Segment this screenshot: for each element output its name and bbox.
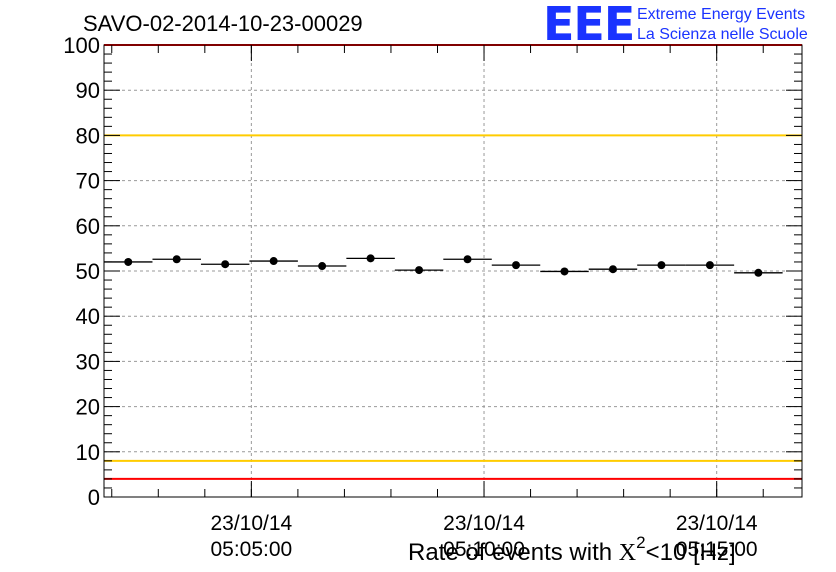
x-tick-time: 05:10:00 xyxy=(443,538,525,561)
data-point xyxy=(269,257,278,266)
grid-lines xyxy=(104,45,802,497)
x-axis-title-prefix: Rate of events with xyxy=(408,539,619,566)
x-tick-labels: 23/10/14 05:05:00 23/10/14 05:10:00 23/10/14… xyxy=(210,512,757,561)
data-point xyxy=(124,257,133,266)
data-point xyxy=(463,255,472,264)
y-tick-label: 70 xyxy=(76,169,100,194)
data-point xyxy=(657,261,666,270)
x-tick-date: 23/10/14 xyxy=(210,512,292,535)
y-tick-label: 60 xyxy=(76,214,100,239)
reference-lines xyxy=(104,44,802,480)
data-point xyxy=(560,267,569,276)
data-point xyxy=(754,268,763,277)
data-point xyxy=(512,261,521,270)
run-title: SAVO-02-2014-10-23-00029 xyxy=(83,11,363,36)
y-tick-label: 20 xyxy=(76,395,100,420)
plot-frame xyxy=(103,44,803,498)
eee-logo-mark: EEE xyxy=(543,0,634,51)
eee-logo: EEE Extreme Energy Events La Scienza nel… xyxy=(543,0,808,51)
x-axis-title-chi: X xyxy=(619,540,636,566)
x-tick-time: 05:05:00 xyxy=(210,538,292,561)
data-point xyxy=(172,255,181,264)
logo-line-2: La Scienza nelle Scuole xyxy=(637,26,808,43)
x-tick-date: 23/10/14 xyxy=(443,512,525,535)
y-tick-label: 90 xyxy=(76,78,100,103)
data-points xyxy=(104,254,783,277)
y-tick-label: 80 xyxy=(76,123,100,148)
y-tick-labels: 0 10 20 30 40 50 60 70 80 90 100 xyxy=(63,33,100,510)
data-point xyxy=(318,262,327,271)
x-axis-title-sup: 2 xyxy=(636,533,645,552)
data-point xyxy=(608,265,617,274)
data-point xyxy=(415,266,424,275)
x-tick-time: 05:15:00 xyxy=(676,538,758,561)
x-axis-title: Rate of events with X2<10 [Hz] xyxy=(408,533,736,566)
logo-line-1: Extreme Energy Events xyxy=(637,6,805,23)
x-axis-title-suffix: <10 [Hz] xyxy=(646,539,736,566)
y-tick-label: 100 xyxy=(63,33,100,58)
y-tick-label: 40 xyxy=(76,304,100,329)
x-tick-date: 23/10/14 xyxy=(676,512,758,535)
data-point xyxy=(221,260,230,269)
y-tick-label: 50 xyxy=(76,259,100,284)
y-tick-label: 0 xyxy=(88,485,100,510)
y-tick-label: 10 xyxy=(76,440,100,465)
data-point xyxy=(366,254,375,263)
y-tick-label: 30 xyxy=(76,349,100,374)
data-point xyxy=(705,261,714,270)
